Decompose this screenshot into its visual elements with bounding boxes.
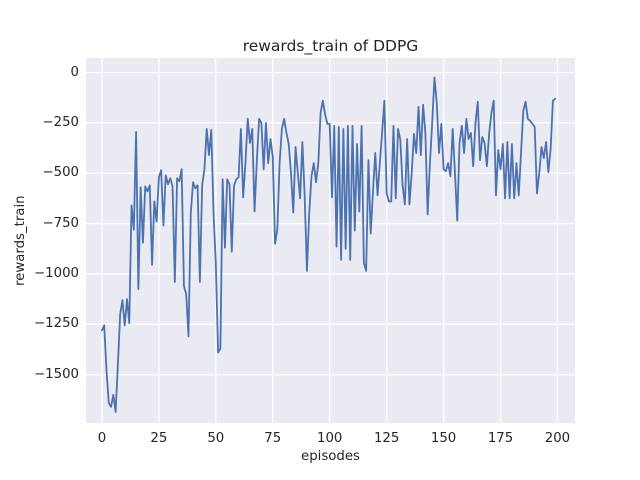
y-tick-label: −1500 bbox=[34, 366, 79, 382]
reward-line-series bbox=[101, 76, 557, 413]
x-tick-label: 100 bbox=[316, 431, 343, 446]
x-tick-label: 200 bbox=[544, 431, 571, 446]
y-tick-label: −250 bbox=[42, 114, 79, 130]
x-tick-label: 175 bbox=[487, 431, 514, 446]
x-tick-label: 150 bbox=[430, 431, 457, 446]
y-tick-label: −750 bbox=[42, 215, 79, 231]
y-tick-label: −1250 bbox=[34, 316, 79, 332]
x-tick-label: 125 bbox=[373, 431, 400, 446]
x-tick-label: 75 bbox=[264, 431, 282, 446]
y-tick-label: −1000 bbox=[34, 265, 79, 281]
y-tick-label: −500 bbox=[42, 165, 79, 181]
x-tick-label: 50 bbox=[207, 431, 225, 446]
x-axis-label: episodes bbox=[301, 449, 360, 464]
y-tick-label: 0 bbox=[70, 64, 79, 80]
x-tick-label: 25 bbox=[150, 431, 168, 446]
x-tick-label: 0 bbox=[97, 431, 107, 446]
chart-title: rewards_train of DDPG bbox=[242, 37, 419, 55]
